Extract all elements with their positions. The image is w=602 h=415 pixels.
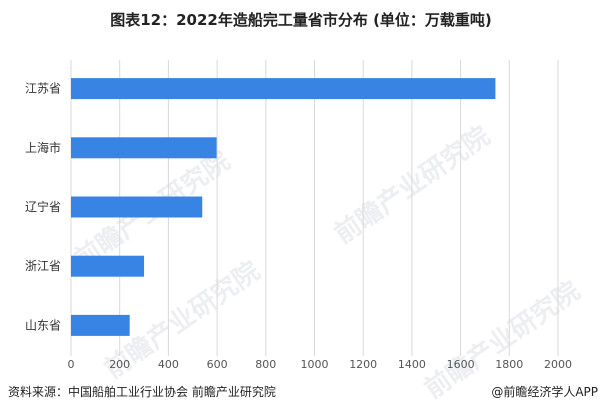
x-tick-label: 200 [109,358,130,371]
category-label: 江苏省 [25,82,61,96]
bar-4 [71,255,145,277]
chart-title: 图表12：2022年造船完工量省市分布 (单位：万载重吨) [110,11,492,29]
x-tick-label: 1400 [398,358,426,371]
category-label: 辽宁省 [25,199,61,214]
source-note: 资料来源：中国船舶工业行业协会 前瞻产业研究院 [8,385,276,399]
category-label: 山东省 [25,318,61,332]
category-label: 上海市 [25,140,61,155]
x-tick-label: 1200 [349,358,377,371]
x-tick-label: 400 [158,358,179,371]
credit-note: @前瞻经济学人APP [491,385,598,399]
bar-1 [71,78,496,100]
x-tick-label: 1000 [301,358,329,371]
bar-chart: 0 200 400 600 800 1000 1200 1400 1600 1800 2000 江苏省… [25,60,572,371]
x-tick-label: 2000 [544,358,572,371]
bar-3 [71,196,203,218]
bar-2 [71,137,217,159]
x-tick-label: 1600 [447,358,475,371]
x-tick-label: 1800 [495,358,523,371]
category-label: 浙江省 [25,259,61,273]
bar-5 [71,314,130,336]
x-tick-label: 0 [68,358,75,371]
x-tick-label: 800 [255,358,276,371]
x-tick-label: 600 [207,358,228,371]
